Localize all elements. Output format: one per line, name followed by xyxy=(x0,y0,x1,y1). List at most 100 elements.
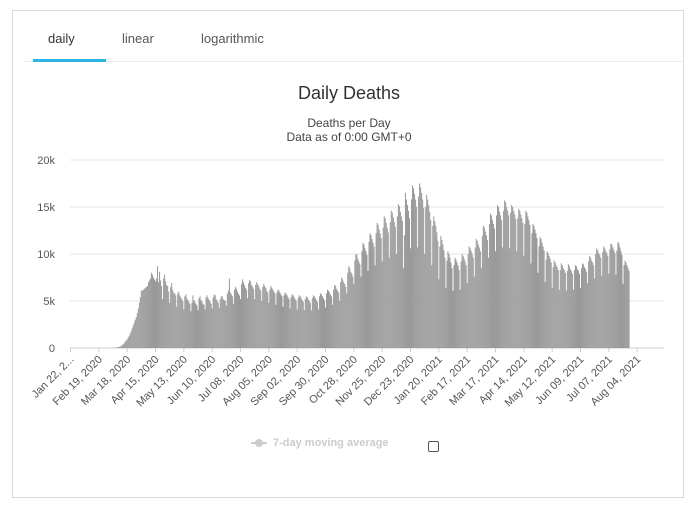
bar xyxy=(155,281,157,348)
bar xyxy=(450,262,452,348)
bar xyxy=(479,251,481,348)
bar xyxy=(427,199,429,348)
bar xyxy=(334,285,336,348)
bar xyxy=(185,294,187,348)
bar xyxy=(604,248,606,348)
bar xyxy=(530,263,532,348)
bar xyxy=(475,238,477,348)
bar xyxy=(421,192,423,348)
bar xyxy=(337,290,339,348)
bar xyxy=(340,282,342,348)
bar xyxy=(145,286,147,348)
bar xyxy=(355,254,357,348)
bar xyxy=(354,260,356,348)
bar xyxy=(622,284,624,348)
bar xyxy=(498,207,500,348)
bar xyxy=(537,272,539,348)
tab-linear[interactable]: linear xyxy=(122,31,154,46)
bar xyxy=(294,299,296,348)
bar xyxy=(623,265,625,348)
bar xyxy=(359,264,361,348)
bar xyxy=(403,235,405,348)
bar xyxy=(333,289,335,348)
bar xyxy=(192,295,194,348)
bar xyxy=(265,287,267,348)
bar xyxy=(617,241,619,348)
bar xyxy=(456,262,458,348)
bar xyxy=(224,301,226,348)
bar xyxy=(152,277,154,348)
bar xyxy=(176,306,178,348)
bar xyxy=(342,279,344,348)
bar xyxy=(506,207,508,348)
bar xyxy=(207,298,209,348)
bar xyxy=(556,267,558,348)
bar xyxy=(120,346,122,348)
bar xyxy=(208,300,210,348)
bar xyxy=(156,278,158,348)
bar xyxy=(164,274,166,348)
bar xyxy=(446,260,448,348)
bar xyxy=(423,207,425,348)
bar xyxy=(500,215,502,348)
bar xyxy=(286,295,288,348)
bar xyxy=(555,265,557,348)
bar xyxy=(486,239,488,348)
bar xyxy=(139,297,141,348)
y-tick-label: 15k xyxy=(37,202,55,214)
bar xyxy=(144,287,146,348)
bar xyxy=(306,297,308,348)
bar xyxy=(503,210,505,348)
bar xyxy=(602,252,604,348)
bar xyxy=(611,244,613,348)
bar xyxy=(389,222,391,348)
bar xyxy=(143,288,145,348)
bar xyxy=(412,185,414,348)
bar xyxy=(378,229,380,348)
x-tick-label: Aug 04, 2021 xyxy=(589,354,644,409)
y-tick-label: 0 xyxy=(49,343,55,355)
bar xyxy=(253,288,255,348)
bar xyxy=(335,285,337,348)
bar xyxy=(230,294,232,348)
bar xyxy=(341,277,343,348)
bar xyxy=(473,276,475,348)
bar xyxy=(582,263,584,348)
bar xyxy=(534,229,536,348)
bar xyxy=(323,300,325,348)
bar xyxy=(365,251,367,348)
bar xyxy=(233,289,235,348)
bar xyxy=(264,285,266,348)
bar xyxy=(437,240,439,348)
bar xyxy=(128,335,130,348)
moving-average-checkbox[interactable] xyxy=(428,441,439,452)
bar xyxy=(255,285,257,348)
bar xyxy=(171,283,173,348)
bar xyxy=(284,292,286,348)
bar xyxy=(351,273,353,348)
bar xyxy=(386,227,388,348)
bar xyxy=(148,280,150,348)
bar xyxy=(459,289,461,348)
bar xyxy=(266,290,268,348)
bar xyxy=(281,296,283,348)
bar xyxy=(130,331,132,348)
bar xyxy=(283,295,285,348)
bar xyxy=(199,296,201,348)
bar xyxy=(431,265,433,348)
bar xyxy=(308,301,310,348)
bar xyxy=(357,258,359,348)
tab-logarithmic[interactable]: logarithmic xyxy=(201,31,264,46)
bar xyxy=(141,290,143,348)
legend-item-7day-average[interactable]: 7-day moving average xyxy=(251,437,389,449)
bar xyxy=(513,210,515,348)
bar xyxy=(280,294,282,348)
bar xyxy=(380,238,382,348)
bar xyxy=(169,302,171,348)
bar xyxy=(196,305,198,348)
bar xyxy=(451,268,453,348)
tab-daily[interactable]: daily xyxy=(48,31,75,46)
bar xyxy=(567,264,569,348)
bar xyxy=(119,346,121,348)
